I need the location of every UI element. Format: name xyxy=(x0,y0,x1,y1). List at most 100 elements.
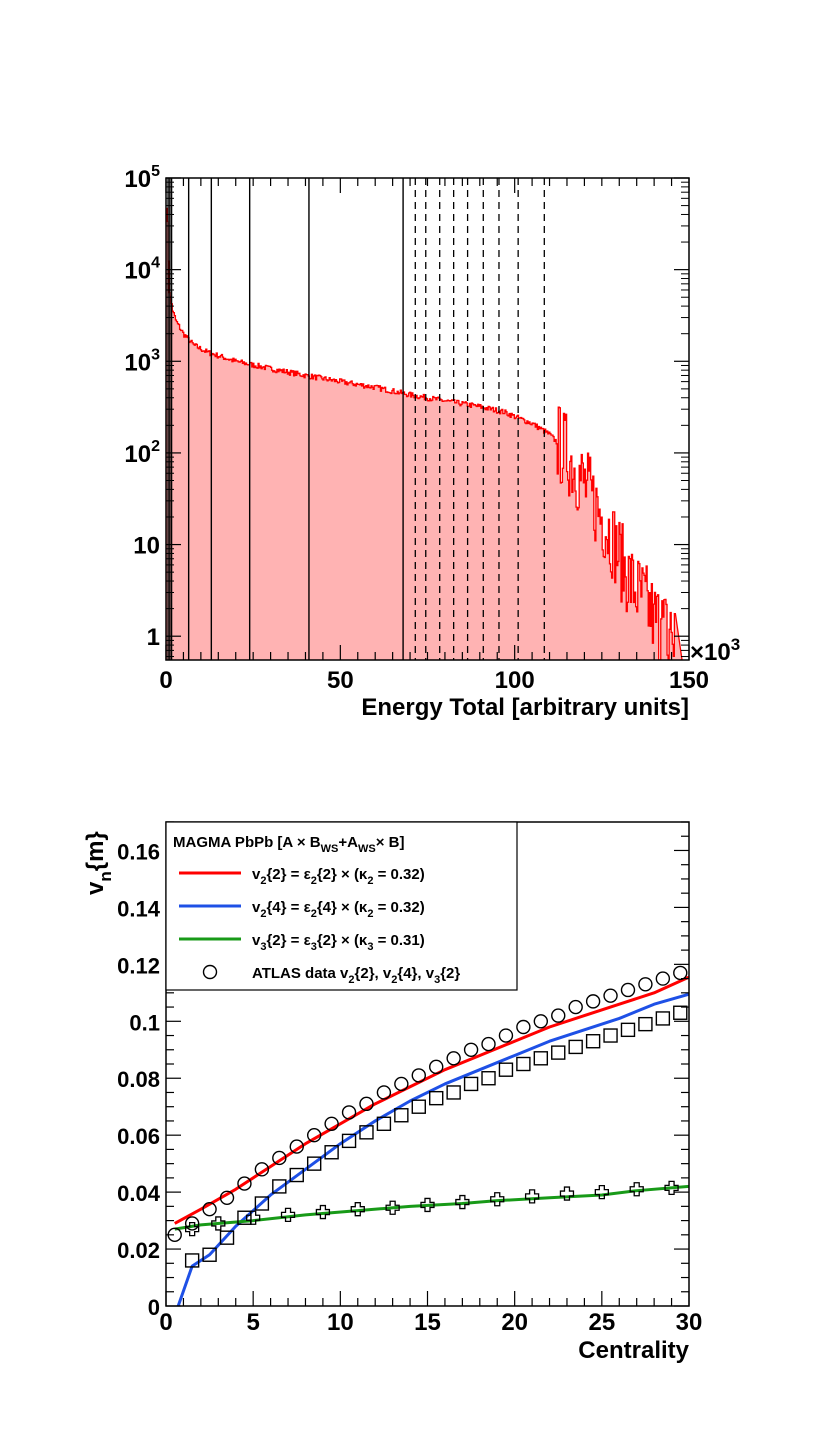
x-tick-label: 20 xyxy=(501,1309,528,1336)
data-point-atlas_v2_2 xyxy=(516,1019,531,1035)
data-point-atlas_v2_2 xyxy=(498,1028,514,1043)
data-point-atlas_v2_2 xyxy=(585,994,601,1009)
y-tick-label: 102 xyxy=(124,438,160,468)
data-point-atlas_v2_2 xyxy=(376,1085,392,1100)
x-tick-label: 5 xyxy=(246,1309,259,1336)
x-tick-label: 30 xyxy=(676,1309,703,1336)
legend-label-atlas: ATLAS data v2{2}, v2{4}, v3{2} xyxy=(252,965,460,986)
y-tick-label: 1 xyxy=(147,624,160,651)
histogram-fill xyxy=(166,208,683,660)
data-point-atlas_v2_4 xyxy=(516,1056,531,1072)
data-point-atlas_v2_4 xyxy=(603,1028,618,1043)
data-point-atlas_v2_2 xyxy=(429,1059,444,1075)
x-tick-label: 25 xyxy=(588,1309,615,1336)
data-point-atlas_v2_2 xyxy=(620,982,636,998)
y-tick-label: 0.12 xyxy=(117,953,160,978)
data-point-atlas_v2_4 xyxy=(184,1253,200,1268)
data-point-atlas_v2_4 xyxy=(533,1051,549,1066)
legend-title: MAGMA PbPb [A × BWS+AWS× B] xyxy=(173,834,404,855)
data-point-atlas_v2_4 xyxy=(306,1156,322,1171)
y-tick-label: 0 xyxy=(148,1295,160,1320)
data-point-atlas_v2_2 xyxy=(673,965,688,981)
data-point-atlas_v3_2 xyxy=(246,1210,261,1225)
data-point-atlas_v3_2 xyxy=(350,1202,365,1217)
data-point-atlas_v2_2 xyxy=(289,1139,304,1154)
data-point-atlas_v2_2 xyxy=(237,1176,252,1191)
legend-label-v2-4: v2{4} = ε2{4} × (κ2 = 0.32) xyxy=(252,899,425,920)
data-point-atlas_v3_2 xyxy=(185,1221,200,1237)
data-point-atlas_v3_2 xyxy=(211,1216,226,1231)
data-point-atlas_v2_2 xyxy=(603,988,618,1003)
legend-marker-atlas xyxy=(202,964,218,980)
data-point-atlas_v2_2 xyxy=(272,1150,287,1166)
data-point-atlas_v2_2 xyxy=(184,1216,200,1231)
data-point-atlas_v2_4 xyxy=(237,1210,252,1225)
data-point-atlas_v3_2 xyxy=(385,1200,400,1215)
x-multiplier-label: ×103 xyxy=(690,635,740,666)
energy-histogram-panel: 0 50 100 150 1 10 102 103 104 105 ×103 Energy Tot… xyxy=(124,163,740,721)
data-point-atlas_v3_2 xyxy=(315,1204,331,1220)
data-point-atlas_v2_4 xyxy=(272,1179,287,1194)
x-tick-label: 0 xyxy=(159,1309,172,1336)
data-point-atlas_v2_2 xyxy=(324,1116,339,1131)
legend-label-v3-2: v3{2} = ε3{2} × (κ3 = 0.31) xyxy=(252,932,425,953)
data-point-atlas_v3_2 xyxy=(455,1194,470,1210)
y-tick-label: 105 xyxy=(124,163,160,193)
x-tick-label: 100 xyxy=(495,667,535,694)
data-point-atlas_v2_2 xyxy=(481,1036,496,1052)
data-point-atlas_v2_4 xyxy=(498,1062,514,1077)
data-point-atlas_v2_4 xyxy=(289,1167,304,1183)
data-point-atlas_v2_2 xyxy=(446,1051,461,1066)
data-point-atlas_v2_4 xyxy=(219,1230,235,1245)
legend: MAGMA PbPb [A × BWS+AWS× B] v2{2} = ε2{2… xyxy=(165,821,518,991)
data-point-atlas_v2_4 xyxy=(324,1145,339,1160)
data-point-atlas_v2_4 xyxy=(638,1016,653,1032)
data-point-atlas_v3_2 xyxy=(629,1182,644,1197)
legend-label-v2-2: v2{2} = ε2{2} × (κ2 = 0.32) xyxy=(252,866,425,887)
data-point-atlas_v2_4 xyxy=(254,1196,270,1211)
data-point-atlas_v3_2 xyxy=(420,1197,435,1213)
y-tick-label: 0.04 xyxy=(117,1181,161,1206)
y-tick-label: 0.08 xyxy=(117,1067,160,1092)
data-point-atlas_v2_4 xyxy=(376,1116,392,1131)
vn-x-axis-title: Centrality xyxy=(578,1337,689,1364)
data-point-atlas_v2_2 xyxy=(655,971,671,986)
data-point-atlas_v3_2 xyxy=(490,1192,505,1207)
data-point-atlas_v2_2 xyxy=(341,1105,357,1120)
data-point-atlas_v2_2 xyxy=(463,1042,479,1057)
data-point-atlas_v2_2 xyxy=(359,1096,374,1112)
data-point-atlas_v2_4 xyxy=(446,1085,461,1100)
y-tick-label: 0.16 xyxy=(117,839,160,864)
data-point-atlas_v2_2 xyxy=(551,1008,566,1023)
data-point-atlas_v2_2 xyxy=(533,1014,549,1029)
data-point-atlas_v3_2 xyxy=(559,1186,575,1201)
y-tick-label: 0.06 xyxy=(117,1124,160,1149)
histogram-plot-area xyxy=(166,178,683,660)
data-point-atlas_v2_2 xyxy=(254,1162,270,1177)
y-tick-label: 104 xyxy=(124,255,160,285)
y-tick-label: 0.14 xyxy=(117,896,161,921)
x-tick-label: 0 xyxy=(159,667,172,694)
data-point-atlas_v2_2 xyxy=(394,1076,409,1092)
y-tick-label: 0.1 xyxy=(129,1010,160,1035)
series-line-v2_4_model xyxy=(176,992,689,1306)
vn-y-axis-title: vn{m} xyxy=(82,831,115,895)
data-point-atlas_v2_4 xyxy=(463,1076,479,1092)
y-tick-label: 10 xyxy=(133,533,160,560)
vn-centrality-panel: 0 5 10 15 20 25 30 0 0.02 0.04 0.06 0.08 0.1 0.12 0.14… xyxy=(82,821,703,1364)
y-tick-label: 0.02 xyxy=(117,1238,160,1263)
data-point-atlas_v2_2 xyxy=(202,1201,217,1217)
series-line-v2_2_model xyxy=(174,975,689,1225)
data-point-atlas_v2_4 xyxy=(568,1039,583,1055)
x-tick-label: 50 xyxy=(327,667,354,694)
data-point-atlas_v2_4 xyxy=(429,1090,444,1106)
data-point-atlas_v2_4 xyxy=(655,1011,671,1026)
x-tick-label: 15 xyxy=(414,1309,441,1336)
data-point-atlas_v2_2 xyxy=(568,999,583,1015)
data-point-atlas_v2_4 xyxy=(202,1247,217,1262)
data-point-atlas_v2_2 xyxy=(638,977,653,992)
data-point-atlas_v2_4 xyxy=(481,1071,496,1086)
vn-axes: 0 5 10 15 20 25 30 0 0.02 0.04 0.06 0.08 0.1 0.12 0.14… xyxy=(117,821,703,1336)
x-tick-label: 150 xyxy=(669,667,709,694)
